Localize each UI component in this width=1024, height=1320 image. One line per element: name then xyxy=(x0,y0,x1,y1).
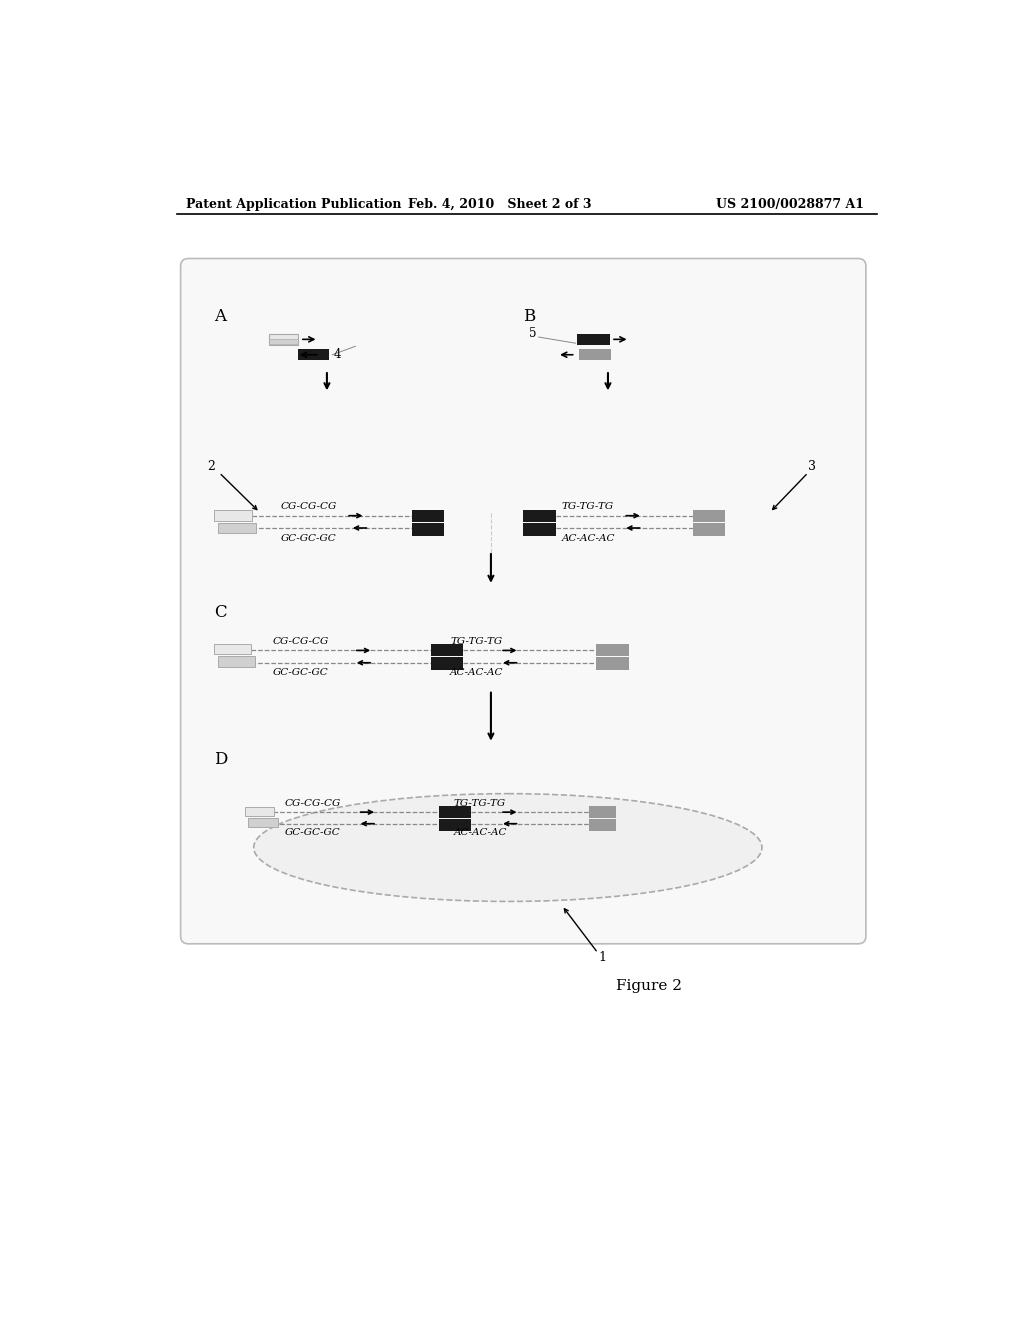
Bar xyxy=(217,523,256,533)
Bar xyxy=(412,524,444,536)
Bar xyxy=(214,644,251,655)
Bar xyxy=(431,644,463,656)
Bar xyxy=(214,511,252,521)
Bar xyxy=(217,656,255,667)
Bar xyxy=(438,818,471,830)
Bar xyxy=(589,818,616,830)
Text: GC-GC-GC: GC-GC-GC xyxy=(273,668,329,677)
Text: D: D xyxy=(214,751,227,767)
Text: AC-AC-AC: AC-AC-AC xyxy=(451,668,504,677)
Text: 3: 3 xyxy=(808,459,816,473)
Text: B: B xyxy=(523,308,536,325)
Text: 2: 2 xyxy=(208,459,215,473)
Text: Figure 2: Figure 2 xyxy=(615,979,682,993)
Bar xyxy=(523,524,556,536)
Bar xyxy=(249,817,278,826)
Bar xyxy=(438,807,471,817)
Text: 1: 1 xyxy=(599,952,606,964)
Bar xyxy=(578,334,609,345)
Text: Feb. 4, 2010   Sheet 2 of 3: Feb. 4, 2010 Sheet 2 of 3 xyxy=(408,198,591,211)
Ellipse shape xyxy=(254,793,762,902)
Text: 5: 5 xyxy=(529,327,537,341)
Text: Patent Application Publication: Patent Application Publication xyxy=(186,198,401,211)
Text: CG-CG-CG: CG-CG-CG xyxy=(273,636,330,645)
Text: C: C xyxy=(214,605,226,622)
Bar xyxy=(298,350,330,360)
Bar xyxy=(596,644,629,656)
FancyBboxPatch shape xyxy=(180,259,866,944)
Text: TG-TG-TG: TG-TG-TG xyxy=(562,502,613,511)
Text: GC-GC-GC: GC-GC-GC xyxy=(281,533,337,543)
Text: TG-TG-TG: TG-TG-TG xyxy=(454,799,506,808)
Text: A: A xyxy=(214,308,225,325)
Bar xyxy=(269,334,298,345)
Bar xyxy=(431,657,463,669)
Text: 4: 4 xyxy=(334,348,341,362)
Text: AC-AC-AC: AC-AC-AC xyxy=(454,829,508,837)
Bar xyxy=(596,657,629,669)
Bar xyxy=(692,510,725,521)
Text: CG-CG-CG: CG-CG-CG xyxy=(281,502,337,511)
Bar xyxy=(412,510,444,521)
Text: GC-GC-GC: GC-GC-GC xyxy=(285,829,340,837)
Bar xyxy=(269,339,298,345)
Bar xyxy=(523,510,556,521)
Text: TG-TG-TG: TG-TG-TG xyxy=(451,636,502,645)
Text: CG-CG-CG: CG-CG-CG xyxy=(285,799,341,808)
Text: US 2100/0028877 A1: US 2100/0028877 A1 xyxy=(716,198,864,211)
Bar xyxy=(245,807,273,816)
Bar xyxy=(589,807,616,817)
Bar xyxy=(692,524,725,536)
Text: AC-AC-AC: AC-AC-AC xyxy=(562,533,615,543)
Bar xyxy=(579,350,611,360)
